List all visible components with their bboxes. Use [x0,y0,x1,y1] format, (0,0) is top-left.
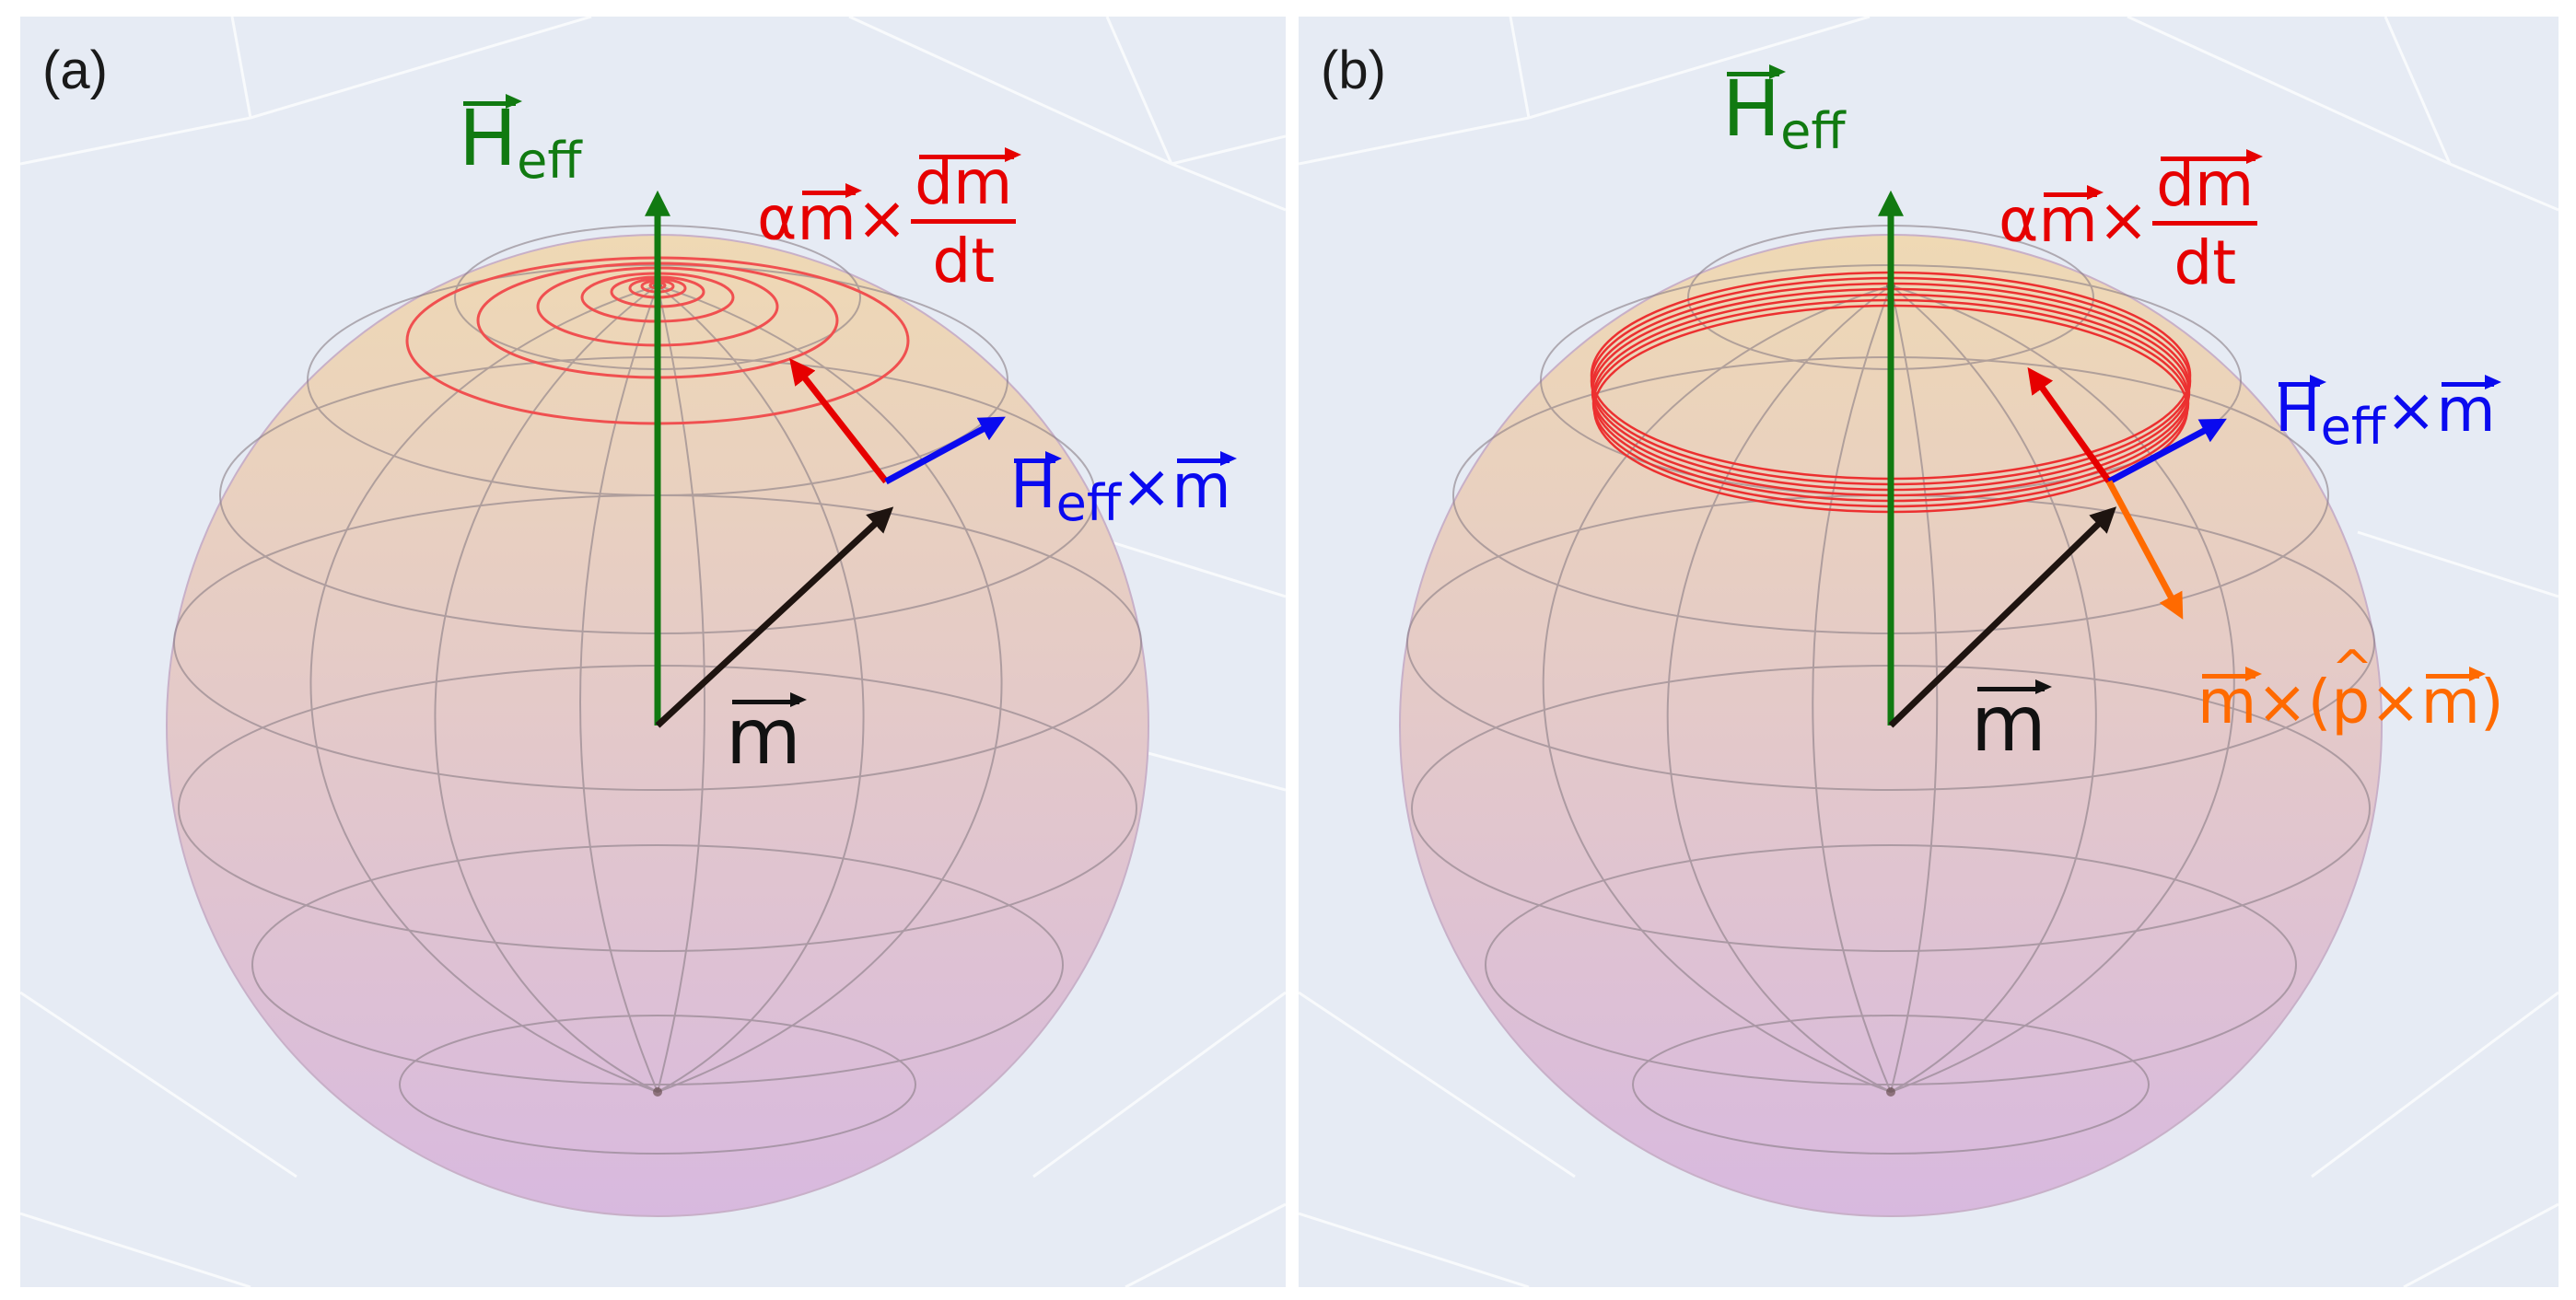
spin-torque-label: m×(p×m) [2197,644,2504,733]
panel-b-canvas [1299,17,2559,1287]
background-grid [1299,17,2559,1287]
field-label: Heff [459,93,582,190]
panel-label: (b) [1321,41,1386,100]
magnetization-arrow [1888,506,2117,728]
field-label: Heff [1722,64,1846,160]
magnetization-arrow [655,506,894,728]
spin-torque-arrow [2105,480,2184,620]
precession-arrow [2107,418,2227,485]
precession-label: Heff×m [2275,375,2502,456]
precession-label: Heff×m [1010,451,1238,532]
panel-a: (a) Heff αm× dm dt Heff×m m [20,17,1286,1287]
damping-arrow [789,358,889,484]
magnetization-label: m [726,691,807,782]
panel-label: (a) [42,41,108,100]
damping-label: αm× dm dt [757,147,1022,292]
panel-a-canvas [20,17,1286,1287]
precession-arrow [884,416,1006,485]
magnetization-label: m [1971,679,2052,769]
damping-arrow [2027,366,2112,484]
sphere-wireframe [173,225,1142,1155]
damping-label: αm× dm dt [1999,149,2264,294]
